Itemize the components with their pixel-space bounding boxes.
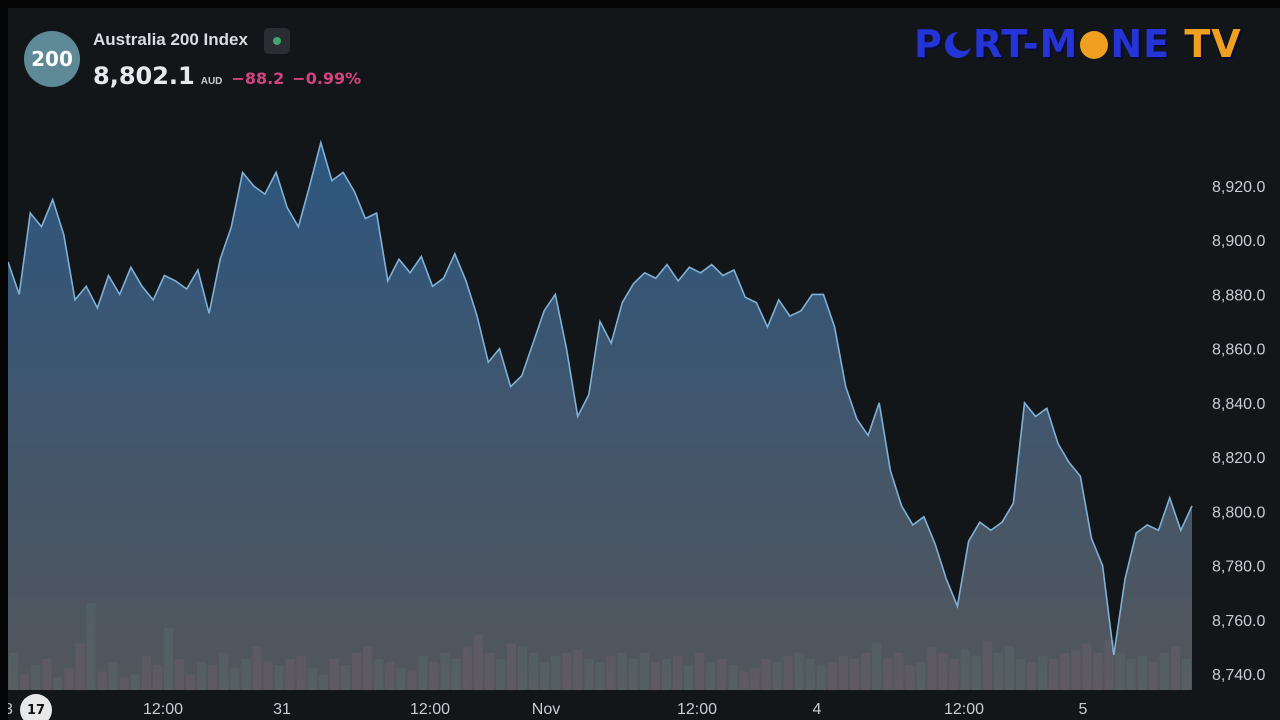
y-tick-label: 8,820.0 bbox=[1212, 450, 1265, 467]
last-price: 8,802.1 bbox=[93, 62, 195, 90]
x-tick-label: 5 bbox=[1079, 701, 1088, 718]
x-tick-label: 31 bbox=[273, 701, 291, 718]
y-tick-label: 8,880.0 bbox=[1212, 287, 1265, 304]
x-tick-label: 3 bbox=[8, 701, 13, 718]
tradingview-logo-icon[interactable]: 17 bbox=[20, 694, 52, 720]
watermark-part-2: RT-M bbox=[972, 22, 1079, 66]
sun-icon bbox=[1080, 31, 1109, 59]
live-dot-icon bbox=[273, 37, 281, 45]
x-tick-label: Nov bbox=[532, 701, 560, 718]
price-change-percent: −0.99% bbox=[292, 69, 362, 88]
y-tick-label: 8,860.0 bbox=[1212, 342, 1265, 359]
market-status-indicator[interactable] bbox=[264, 28, 290, 54]
chart-frame: 8,920.0 8,900.0 8,880.0 8,860.0 8,840.0 8,820… bbox=[8, 8, 1280, 720]
watermark-part-4: TV bbox=[1170, 22, 1242, 66]
y-tick-label: 8,920.0 bbox=[1212, 179, 1265, 196]
x-tick-label: 12:00 bbox=[677, 701, 717, 718]
y-tick-label: 8,800.0 bbox=[1212, 504, 1265, 521]
moon-icon bbox=[944, 31, 973, 58]
x-tick-label: 12:00 bbox=[143, 701, 183, 718]
price-change: −88.2 bbox=[231, 69, 285, 88]
watermark-part-1: P bbox=[914, 22, 943, 66]
price-row: 8,802.1 AUD −88.2 −0.99% bbox=[93, 62, 361, 90]
watermark-part-3: NE bbox=[1110, 22, 1171, 66]
x-tick-label: 12:00 bbox=[944, 701, 984, 718]
y-tick-label: 8,760.0 bbox=[1212, 613, 1265, 630]
symbol-badge: 200 bbox=[24, 31, 80, 87]
y-axis: 8,920.0 8,900.0 8,880.0 8,860.0 8,840.0 8,820… bbox=[1212, 179, 1265, 684]
price-line bbox=[8, 139, 1193, 656]
chart-canvas[interactable]: 8,920.0 8,900.0 8,880.0 8,860.0 8,840.0 8,820… bbox=[8, 8, 1280, 720]
y-tick-label: 8,840.0 bbox=[1212, 396, 1265, 413]
x-axis: 3 12:00 31 12:00 Nov 12:00 4 12:00 5 bbox=[8, 701, 1088, 718]
watermark-logo: P RT-M NE TV bbox=[914, 22, 1242, 66]
symbol-title[interactable]: Australia 200 Index bbox=[93, 30, 248, 49]
currency-label: AUD bbox=[200, 76, 223, 87]
price-area bbox=[8, 142, 1192, 691]
y-tick-label: 8,900.0 bbox=[1212, 233, 1265, 250]
x-tick-label: 4 bbox=[813, 701, 822, 718]
y-tick-label: 8,740.0 bbox=[1212, 667, 1265, 684]
y-tick-label: 8,780.0 bbox=[1212, 559, 1265, 576]
x-tick-label: 12:00 bbox=[410, 701, 450, 718]
